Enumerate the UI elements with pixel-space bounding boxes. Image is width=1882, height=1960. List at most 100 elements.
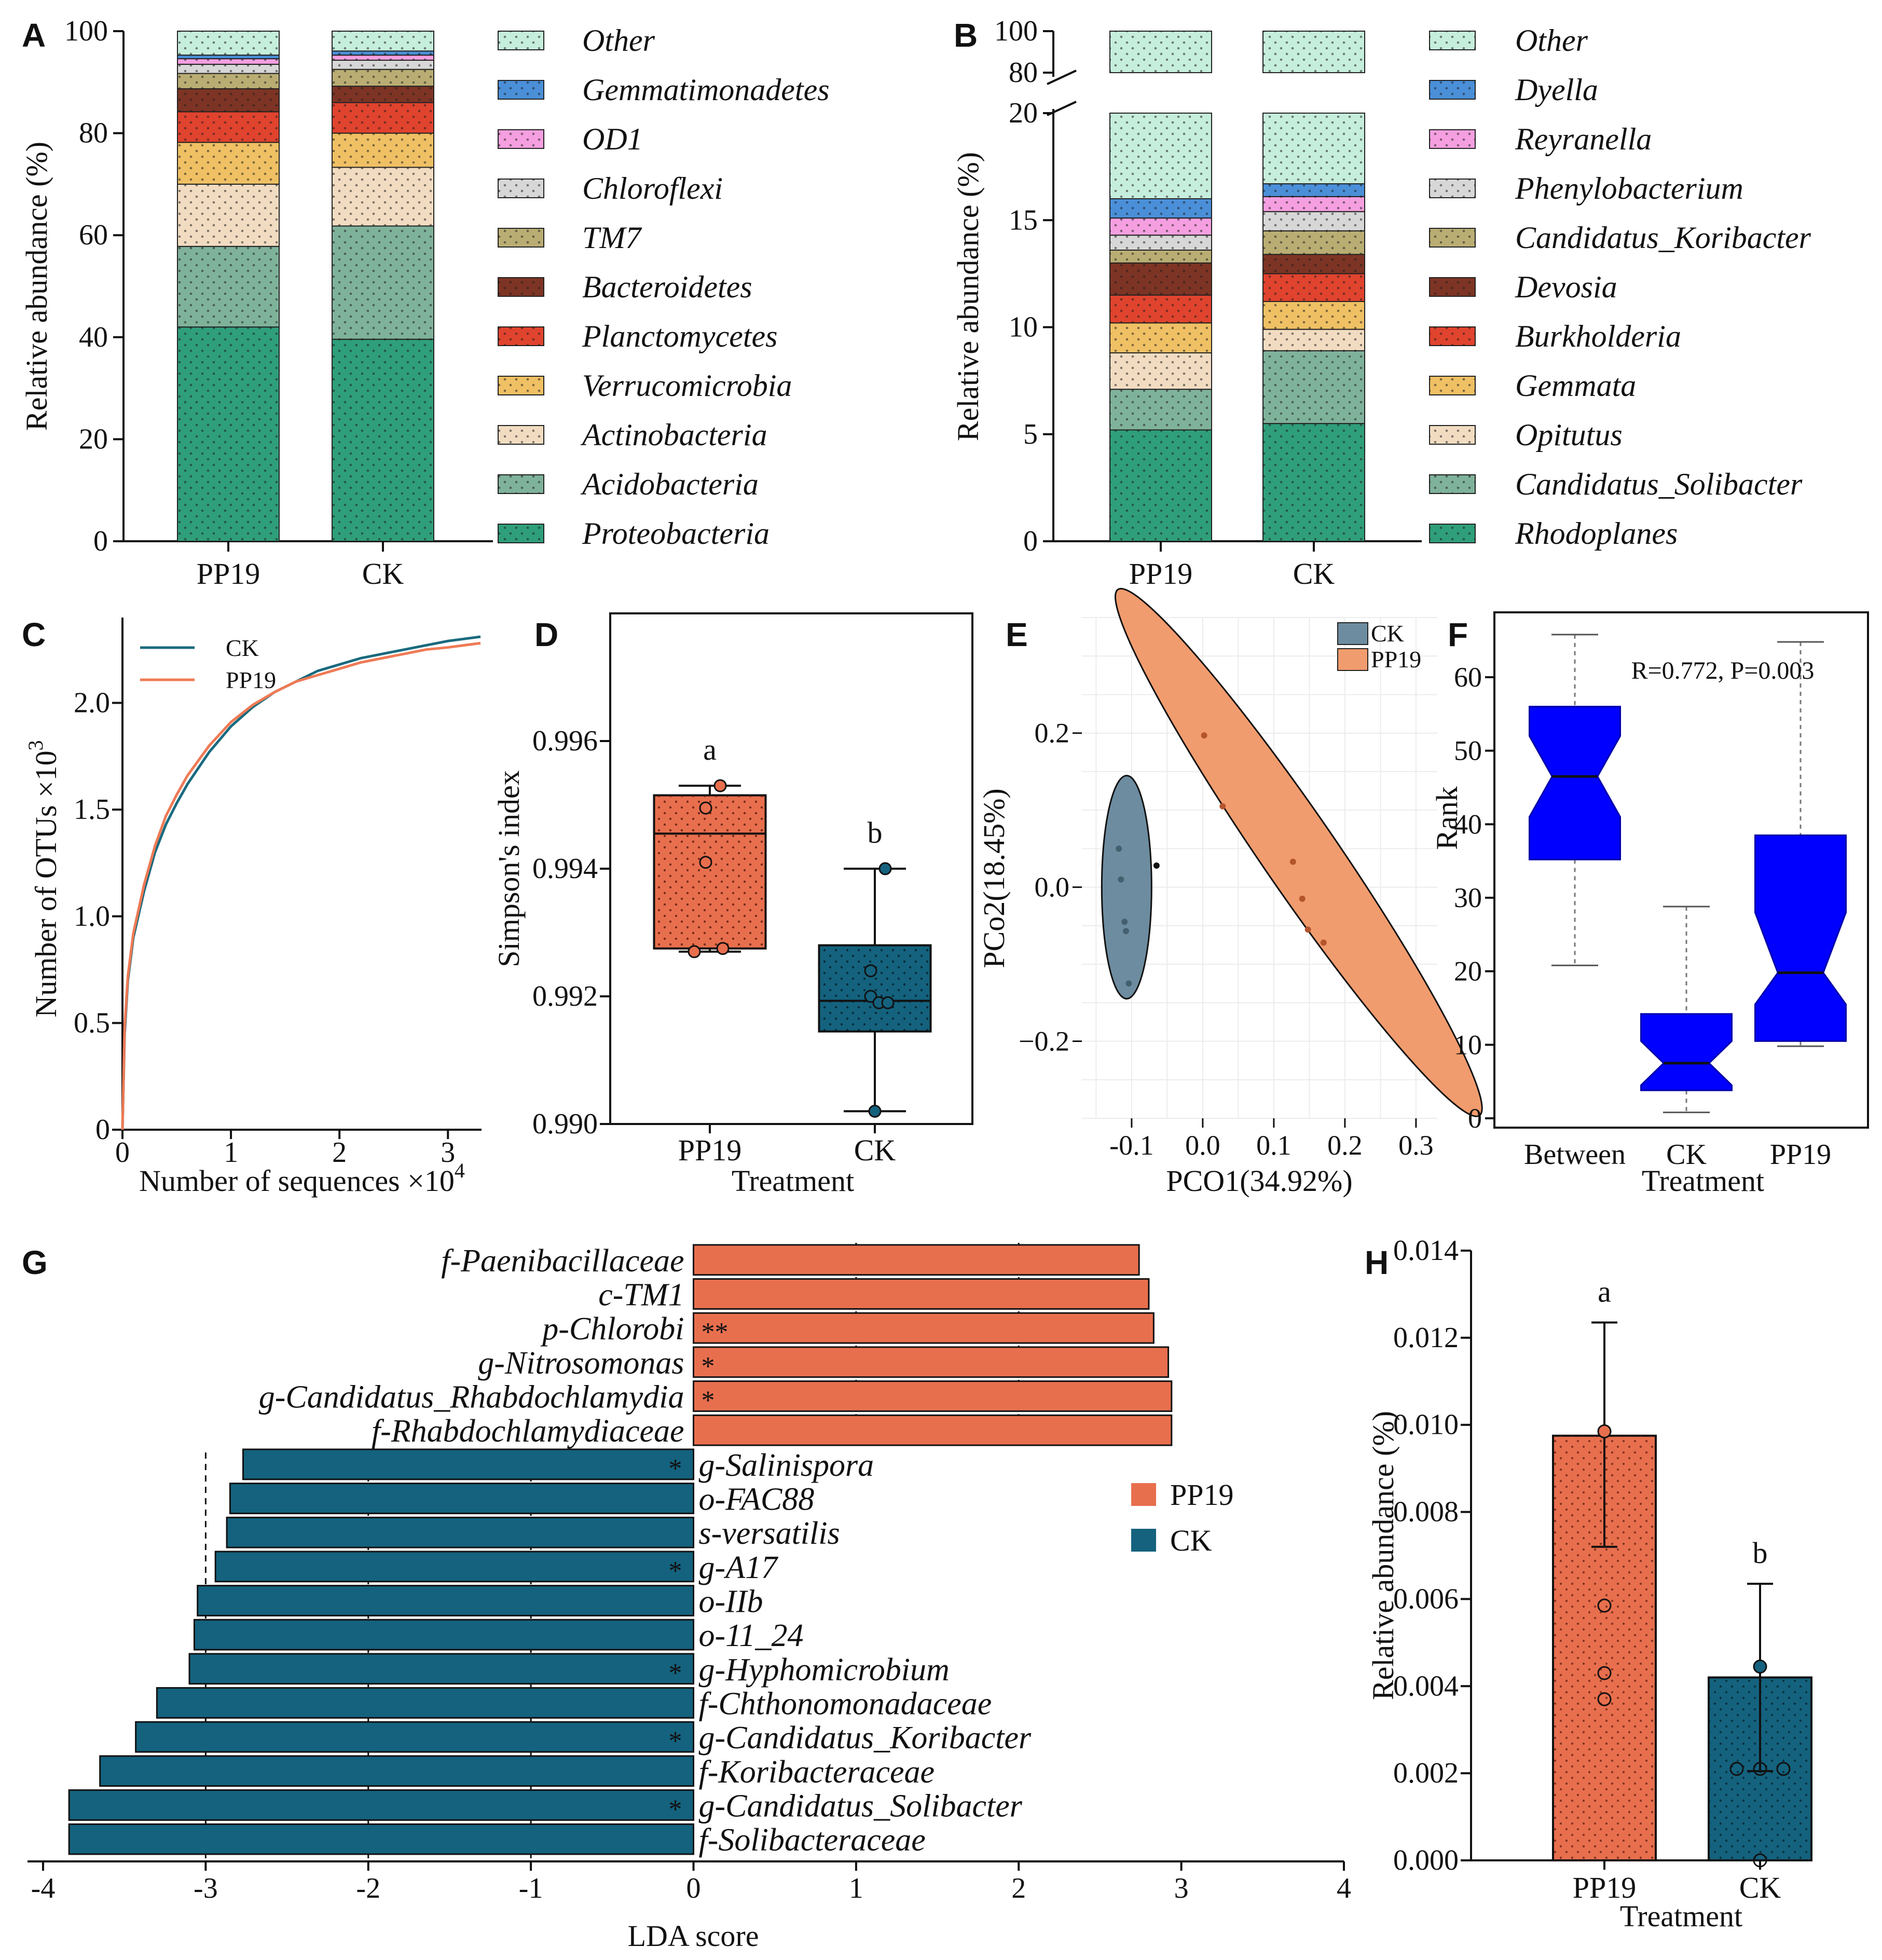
panel-g-bar-label: f-Koribacteraceae: [699, 1755, 935, 1790]
panel-b-legend-label: Opitutus: [1515, 418, 1623, 452]
panel-f-ytick-label: 60: [1454, 662, 1482, 693]
panel-g-significance-star: *: [669, 1556, 682, 1586]
panel-label-a: A: [22, 17, 46, 54]
panel-g-legend-label: PP19: [1170, 1478, 1234, 1512]
panel-b-bar-dots: [1110, 218, 1212, 236]
panel-label-f: F: [1448, 616, 1468, 653]
panel-g-bar-label: o-FAC88: [699, 1482, 815, 1517]
panel-g-bar-g-salinispora: [242, 1448, 695, 1481]
panel-c-xtick-label: 3: [441, 1136, 455, 1169]
panel-d-significance-letter: b: [868, 816, 883, 849]
panel-a-bar-dots: [177, 112, 279, 143]
panel-h-significance-letter: a: [1598, 1274, 1611, 1308]
panel-g-bar-g-candidatus-solibacter: [68, 1789, 694, 1821]
panel-a-legend-label: Gemmatimonadetes: [582, 73, 830, 107]
panel-g-xtick-label: 4: [1337, 1872, 1351, 1904]
panel-d-point: [864, 990, 877, 1003]
panel-b-bar-dots: [1263, 196, 1365, 212]
panel-h-xtick-label: CK: [1739, 1871, 1781, 1904]
panel-a-legend-label: Other: [582, 23, 655, 58]
panel-a-xtick-label: PP19: [197, 557, 260, 591]
panel-a-bar-dots: [177, 142, 279, 184]
panel-f-box-ck: [1640, 1013, 1733, 1091]
panel-g-legend-label: CK: [1170, 1524, 1212, 1557]
panel-b-legend-label: Dyella: [1515, 73, 1598, 107]
panel-c-xtick-label: 0: [115, 1136, 130, 1169]
panel-e-legend-swatch-pp19: [1337, 648, 1368, 671]
panel-a-legend-label: Acidobacteria: [580, 467, 759, 501]
panel-h-ytick-label: 0.000: [1393, 1844, 1459, 1876]
panel-e-point-ck: [1125, 980, 1132, 987]
panel-b-legend-label: Gemmata: [1515, 368, 1636, 403]
panel-a-bar-dots: [332, 55, 434, 61]
panel-h-point: [1597, 1692, 1612, 1706]
panel-a-bar-dots: [332, 167, 434, 226]
panel-b-bar-dots: [1263, 423, 1365, 541]
panel-a-legend-label: Bacteroidetes: [582, 270, 752, 304]
panel-g-xtick-label: 1: [849, 1872, 863, 1904]
panel-h-ytick-label: 0.014: [1393, 1235, 1459, 1267]
panel-a-legend-swatch-dots: [498, 327, 544, 346]
panel-c-ytick-label: 2.0: [74, 687, 110, 719]
panel-b-bar-dots: [1263, 350, 1365, 424]
panel-h-point: [1597, 1666, 1612, 1680]
panel-d-significance-letter: a: [703, 733, 717, 766]
panel-g-xlabel: LDA score: [628, 1919, 759, 1953]
panel-d-point: [699, 801, 712, 815]
panel-g-significance-star: *: [669, 1726, 682, 1756]
panel-label-b: B: [954, 17, 978, 54]
panel-c-series-line-ck: [121, 635, 481, 1130]
panel-b-xtick-label: PP19: [1129, 557, 1193, 591]
panel-g-bar-label: g-Candidatus_Solibacter: [699, 1789, 1023, 1824]
panel-g-xtick-label: -2: [356, 1872, 380, 1904]
panel-g-bar-label: f-Rhabdochlamydiaceae: [372, 1414, 684, 1449]
panel-b-legend-swatch-dots: [1430, 179, 1475, 198]
panel-g-significance-star: *: [669, 1659, 682, 1688]
panel-a-bar-dots: [332, 102, 434, 133]
panel-c-legend-label: CK: [226, 635, 259, 661]
panel-a-bar-dots: [177, 327, 279, 541]
panel-b-legend-swatch-dots: [1430, 80, 1475, 99]
panel-f-ytick-label: 30: [1454, 882, 1482, 913]
panel-d-ytick-label: 0.992: [532, 980, 598, 1012]
panel-a-bar-dots: [332, 31, 434, 51]
panel-e-legend-label: PP19: [1371, 646, 1421, 673]
panel-a-legend-label: Chloroflexi: [582, 171, 723, 205]
panel-g-bar-label: p-Chlorobi: [540, 1311, 684, 1347]
panel-a-legend-label: Planctomycetes: [582, 319, 778, 353]
panel-a-legend-swatch-dots: [498, 376, 544, 395]
panel-g-bar-g-candidatus-koribacter: [135, 1721, 694, 1753]
panel-d-point: [688, 945, 701, 958]
panel-a-bar-dots: [332, 86, 434, 103]
panel-f-frame: [1493, 611, 1869, 1129]
panel-a-bar-dots: [332, 133, 434, 168]
panel-g-xtick-label: -4: [31, 1872, 56, 1904]
panel-g-bar-o-iib: [197, 1585, 694, 1616]
panel-g-bar-g-hyphomicrobium: [188, 1653, 695, 1685]
panel-f-xtick-label: Between: [1524, 1139, 1626, 1171]
panel-h-ytick-label: 0.004: [1393, 1670, 1459, 1702]
panel-g-significance-star: *: [702, 1386, 715, 1416]
panel-c-ytick-label: 1.0: [74, 900, 110, 933]
panel-h-ytick-label: 0.006: [1393, 1583, 1459, 1615]
panel-a-bar-dots: [332, 51, 434, 56]
panel-b-ytick-label: 15: [1009, 204, 1038, 236]
panel-f-xtick-label: CK: [1666, 1139, 1707, 1171]
panel-f-ytick-label: 10: [1454, 1029, 1482, 1060]
panel-c-ytick-label: 0: [95, 1114, 110, 1146]
panel-b-bar-dots: [1110, 113, 1212, 199]
panel-d-ytick-label: 0.994: [532, 853, 598, 885]
panel-c-ytick-label: 1.5: [74, 793, 110, 826]
panel-g-bar-o-11-24: [193, 1619, 695, 1651]
panel-b-bar-dots: [1263, 211, 1365, 231]
panel-c-legend-label: PP19: [226, 667, 276, 693]
panel-g-bar-p-chlorobi: [693, 1312, 1155, 1344]
panel-d-box-dots: [654, 795, 766, 949]
panel-h-point: [1776, 1762, 1791, 1776]
panel-e-point-ck: [1153, 862, 1160, 869]
panel-g-legend-swatch-ck: [1131, 1529, 1156, 1552]
panel-a-legend-label: Proteobacteria: [582, 516, 770, 551]
panel-b-legend-swatch-dots: [1430, 376, 1475, 395]
panel-b-bar-dots: [1110, 430, 1212, 541]
panel-g-bar-o-fac88: [229, 1483, 695, 1514]
